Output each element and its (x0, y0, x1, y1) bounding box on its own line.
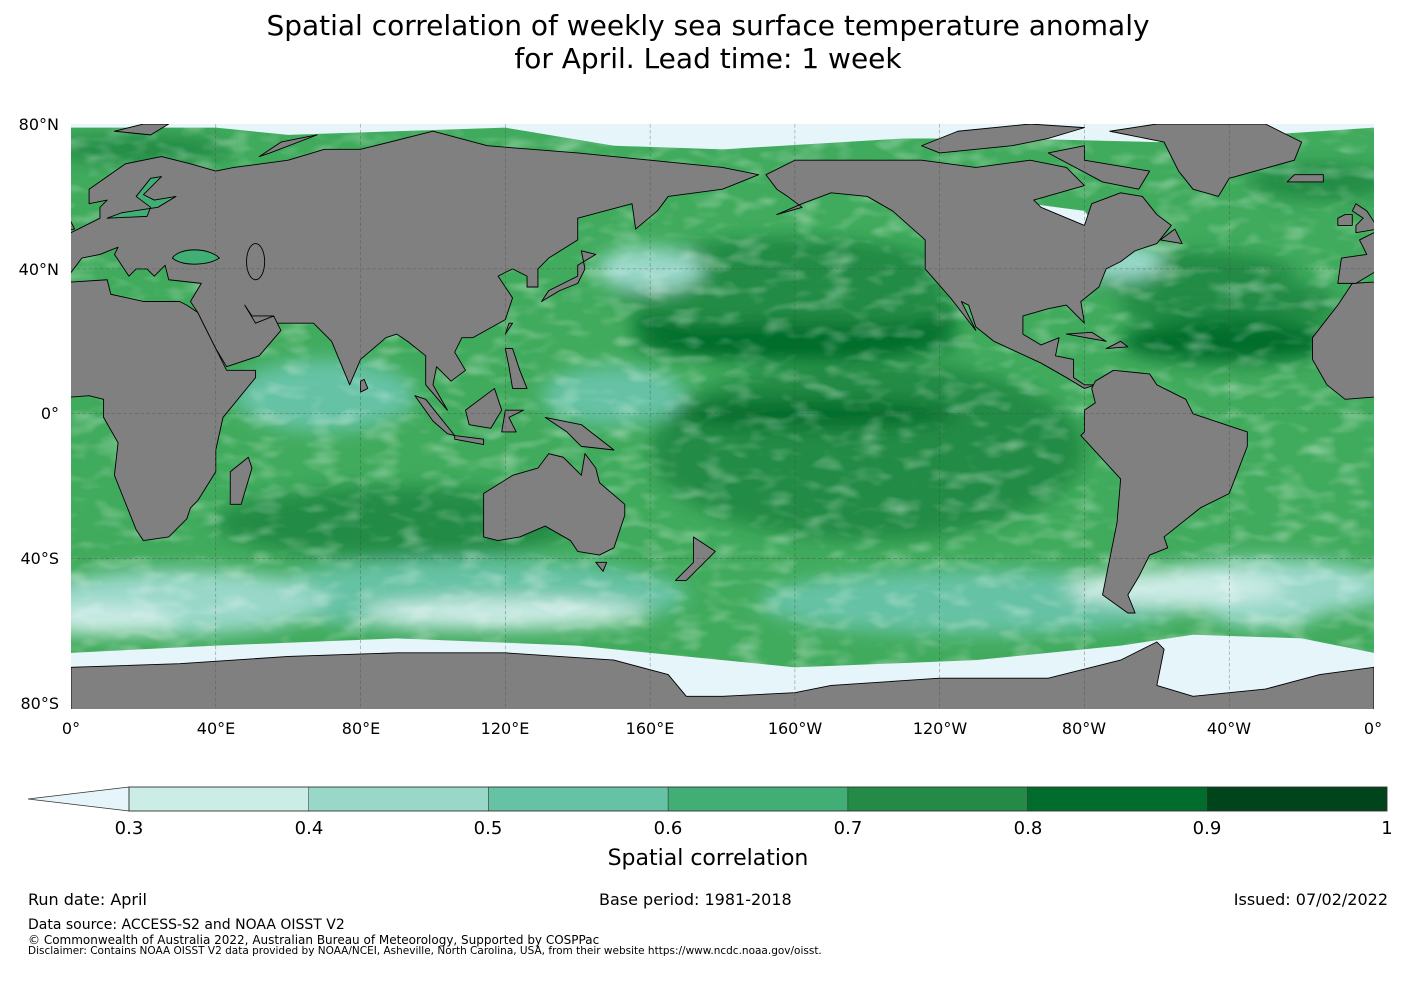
colorbar-cell (1027, 786, 1208, 812)
base-period: Base period: 1981-2018 (599, 890, 792, 909)
land-sumatra (414, 395, 456, 436)
land-borneo (465, 387, 503, 429)
land-eurasia (1337, 232, 1374, 284)
lon-label-120e: 120°E (480, 719, 530, 738)
land-arctic-islands (921, 124, 1085, 154)
colorbar-cell (667, 786, 849, 812)
correlation-map (71, 124, 1374, 709)
lat-label-80s: 80°S (20, 694, 59, 713)
lat-label-40s: 40°S (20, 549, 59, 568)
colorbar-cell (847, 786, 1028, 812)
chart-title-line-1: Spatial correlation of weekly sea surfac… (266, 9, 1150, 42)
lat-label-80n: 80°N (18, 115, 59, 134)
land-iceland (1286, 174, 1324, 183)
land-svalbard (113, 124, 170, 136)
land-new-zealand (674, 536, 716, 581)
colorbar (27, 786, 1388, 812)
colorbar-tick-0.5: 0.5 (473, 818, 503, 839)
colorbar-label: Spatial correlation (607, 846, 809, 871)
lon-label-0-east: 0° (1363, 719, 1383, 738)
land-new-guinea (544, 416, 615, 451)
colorbar-cell (308, 786, 489, 812)
data-source: Data source: ACCESS-S2 and NOAA OISST V2 (28, 917, 345, 933)
issued-date: Issued: 07/02/2022 (1233, 890, 1388, 909)
lon-label-160e: 160°E (625, 719, 675, 738)
colorbar-tick-1: 1 (1381, 818, 1393, 839)
land-masses (71, 124, 1374, 709)
colorbar-under-triangle (27, 786, 130, 812)
lat-label-40n: 40°N (18, 260, 59, 279)
run-date: Run date: April (28, 890, 147, 909)
water-black-sea (171, 249, 220, 265)
land-newfoundland (1160, 228, 1183, 244)
land-britain (1351, 203, 1374, 234)
land-africa (1312, 281, 1374, 400)
land-novaya-zemlya (258, 134, 318, 158)
lon-label-80w: 80°W (1061, 719, 1107, 738)
lat-label-0: 0° (40, 404, 59, 423)
caspian-sea-outline (246, 243, 266, 281)
land-ireland (1337, 214, 1353, 226)
land-australia (483, 453, 626, 556)
land-taiwan (504, 322, 514, 335)
land-cuba (1065, 331, 1107, 342)
land-hispaniola (1105, 340, 1129, 350)
land-java (454, 435, 485, 446)
colorbar-tick-0.3: 0.3 (114, 818, 144, 839)
copyright: © Commonwealth of Australia 2022, Austra… (28, 933, 600, 947)
land-britain (71, 220, 76, 231)
colorbar-cell (488, 786, 669, 812)
land-eurasia (71, 130, 760, 411)
land-north-america (765, 159, 1172, 389)
lon-label-40w: 40°W (1206, 719, 1252, 738)
lon-label-120w: 120°W (912, 719, 968, 738)
colorbar-cell (128, 786, 309, 812)
lon-label-80e: 80°E (341, 719, 381, 738)
land-japan (541, 250, 597, 302)
water-baltic (106, 176, 177, 219)
land-philippines (504, 348, 528, 389)
land-madagascar (229, 456, 253, 505)
colorbar-tick-0.8: 0.8 (1013, 818, 1043, 839)
chart-title-line-2: for April. Lead time: 1 week (514, 42, 902, 75)
land-tasmania (595, 561, 608, 572)
land-antarctica (71, 641, 1374, 709)
colorbar-tick-0.4: 0.4 (294, 818, 324, 839)
lon-label-160w: 160°W (767, 719, 823, 738)
colorbar-tick-0.7: 0.7 (833, 818, 863, 839)
lon-label-40e: 40°E (196, 719, 236, 738)
land-sulawesi (501, 409, 524, 433)
lon-label-0: 0° (61, 719, 81, 738)
gridlines (71, 124, 1374, 709)
land-baffin (1047, 145, 1151, 190)
disclaimer: Disclaimer: Contains NOAA OISST V2 data … (28, 945, 822, 957)
colorbar-tick-0.9: 0.9 (1192, 818, 1222, 839)
colorbar-cell (1207, 786, 1388, 812)
colorbar-tick-0.6: 0.6 (653, 818, 683, 839)
land-south-america (1080, 369, 1248, 614)
